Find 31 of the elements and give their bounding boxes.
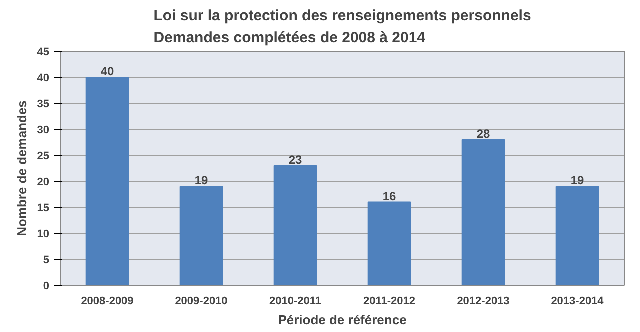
bar: [86, 77, 130, 286]
y-tick-label: 0: [43, 280, 50, 292]
y-tick-label: 45: [37, 46, 50, 58]
bar: [180, 186, 224, 286]
y-tick-label: 30: [37, 124, 50, 136]
y-tick-label: 20: [37, 176, 50, 188]
y-tick-label: 10: [37, 228, 50, 240]
y-tick-label: 25: [37, 150, 50, 162]
data-label: 40: [100, 64, 114, 78]
x-tick-label: 2013-2014: [551, 296, 605, 308]
y-axis-title: Nombre de demandes: [14, 100, 30, 236]
data-label: 19: [570, 174, 584, 188]
x-tick-label: 2010-2011: [270, 296, 322, 308]
y-tick-label: 5: [43, 254, 50, 266]
bar: [556, 186, 600, 286]
data-label: 16: [382, 189, 396, 204]
data-label: 23: [288, 152, 302, 167]
data-label: 19: [194, 174, 208, 188]
chart-title: Loi sur la protection des renseignements personnels Demandes complétées de 2008 à 2014: [154, 7, 532, 46]
bar: [462, 139, 506, 286]
y-tick-label: 35: [37, 98, 50, 110]
y-tick-label: 40: [37, 72, 50, 84]
x-tick-label: 2011-2012: [364, 296, 416, 308]
x-tick-label: 2008-2009: [81, 296, 134, 308]
bar: [274, 165, 318, 286]
x-axis-title: Période de référence: [278, 312, 407, 328]
x-tick-label: 2012-2013: [457, 296, 510, 308]
x-tick-label: 2009-2010: [175, 296, 228, 308]
bar: [368, 202, 412, 286]
y-tick-label: 15: [37, 202, 50, 214]
data-label: 28: [476, 126, 490, 141]
